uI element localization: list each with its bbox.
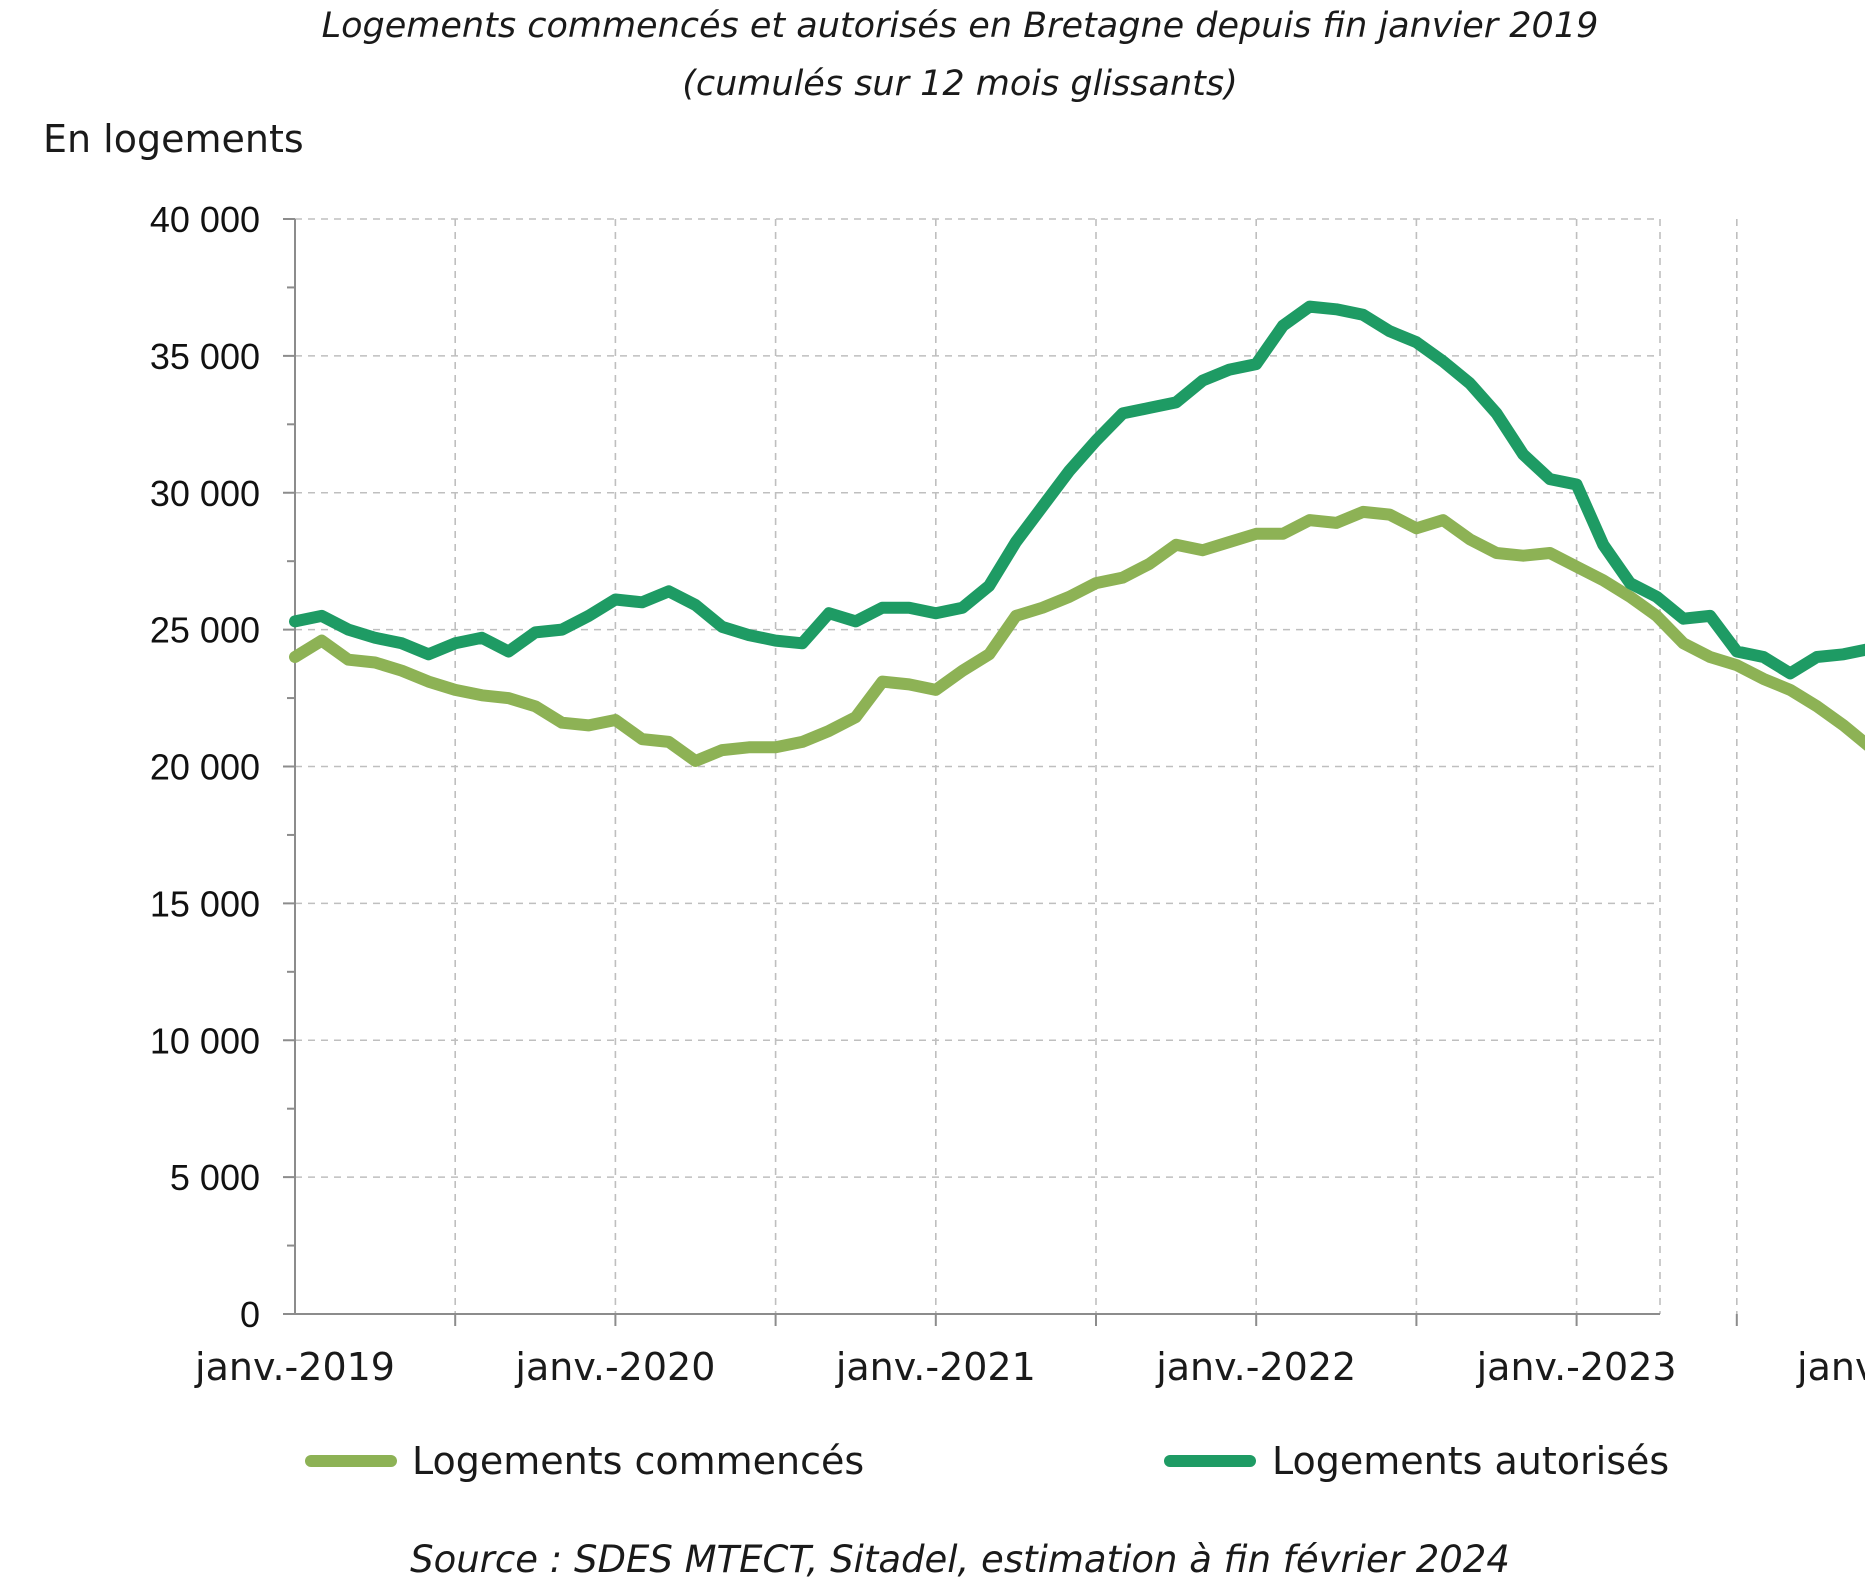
legend-label-logements-commences: Logements commencés <box>412 1439 864 1483</box>
y-axis-label: En logements <box>43 117 304 161</box>
source-note: Source : SDES MTECT, Sitadel, estimation… <box>410 1538 1510 1581</box>
axes <box>283 218 1738 1326</box>
y-tick-label: 15 000 <box>150 883 260 924</box>
y-tick-label: 10 000 <box>150 1020 260 1061</box>
legend: Logements commencés Logements autorisés <box>305 1439 1669 1483</box>
x-tick-labels: janv.-2019 janv.-2020 janv.-2021 janv.-2022… <box>194 1345 1865 1389</box>
chart-subtitle: (cumulés sur 12 mois glissants) <box>682 64 1238 104</box>
series-line-logements-commences <box>289 505 1865 767</box>
y-tick-label: 20 000 <box>150 747 260 788</box>
series-lines <box>289 300 1865 767</box>
x-tick-label: janv.-2021 <box>835 1345 1036 1389</box>
y-tick-label: 35 000 <box>150 336 260 377</box>
y-tick-label: 0 <box>240 1294 260 1335</box>
y-tick-label: 30 000 <box>150 473 260 514</box>
x-tick-label: janv.-2019 <box>194 1345 395 1389</box>
x-tick-label: janv.-2020 <box>514 1345 715 1389</box>
x-tick-label: janv.-2022 <box>1155 1345 1356 1389</box>
x-tick-label: janv.-2023 <box>1476 1345 1677 1389</box>
x-tick-label: janv.-2024 <box>1796 1345 1865 1389</box>
y-tick-label: 40 000 <box>150 199 260 240</box>
y-tick-label: 25 000 <box>150 610 260 651</box>
gridlines <box>295 218 1738 1314</box>
series-line-logements-autorises <box>289 300 1865 680</box>
legend-label-logements-autorises: Logements autorisés <box>1272 1439 1669 1483</box>
chart-title: Logements commencés et autorisés en Bret… <box>322 6 1599 46</box>
y-tick-labels: 0 5 000 10 000 15 000 20 000 25 000 30 000 35 0… <box>150 199 260 1335</box>
y-tick-label: 5 000 <box>170 1157 260 1198</box>
